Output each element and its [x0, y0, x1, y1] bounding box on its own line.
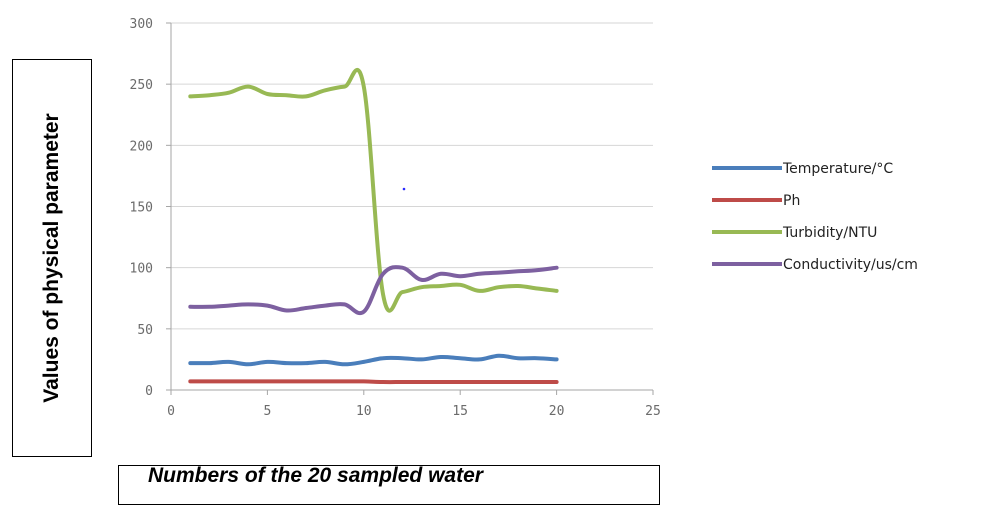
- x-tick-label: 0: [167, 404, 175, 419]
- legend-label-2: Turbidity/NTU: [782, 225, 877, 241]
- y-tick-label: 150: [130, 201, 153, 216]
- y-axis-label: Values of physical parameter: [40, 113, 63, 403]
- y-tick-label: 50: [137, 323, 153, 338]
- line-chart: 0 50 100 150 200 250 300 0 5 10 15 20 25 Temperatur…: [130, 17, 918, 419]
- x-tick-label: 5: [263, 404, 271, 419]
- y-tick-label: 250: [130, 78, 153, 93]
- x-tick-label: 15: [452, 404, 468, 419]
- y-tick-label: 200: [130, 139, 153, 154]
- series-line-0: [188, 353, 559, 367]
- legend-label-0: Temperature/°C: [782, 161, 893, 177]
- y-axis-label-box: [12, 59, 92, 457]
- x-tick-label: 20: [549, 404, 565, 419]
- gridlines: [171, 22, 653, 330]
- axes: [166, 22, 654, 395]
- series-lines: [188, 67, 559, 385]
- series-line-1: [188, 379, 559, 385]
- legend-label-1: Ph: [783, 193, 800, 209]
- legend-label-3: Conductivity/us/cm: [783, 257, 918, 273]
- x-axis-label: Numbers of the 20 sampled water: [148, 464, 483, 487]
- x-tick-labels: 0 5 10 15 20 25: [167, 404, 661, 419]
- series-line-3: [188, 265, 559, 316]
- series-line-2: [188, 67, 559, 313]
- y-tick-label: 0: [145, 384, 153, 399]
- y-tick-labels: 0 50 100 150 200 250 300: [130, 17, 153, 399]
- legend: Temperature/°C Ph Turbidity/NTU Conductivit…: [712, 161, 918, 273]
- x-tick-label: 10: [356, 404, 372, 419]
- y-tick-label: 100: [130, 262, 153, 277]
- y-tick-label: 300: [130, 17, 153, 32]
- x-tick-label: 25: [645, 404, 661, 419]
- stray-dot: [402, 187, 406, 191]
